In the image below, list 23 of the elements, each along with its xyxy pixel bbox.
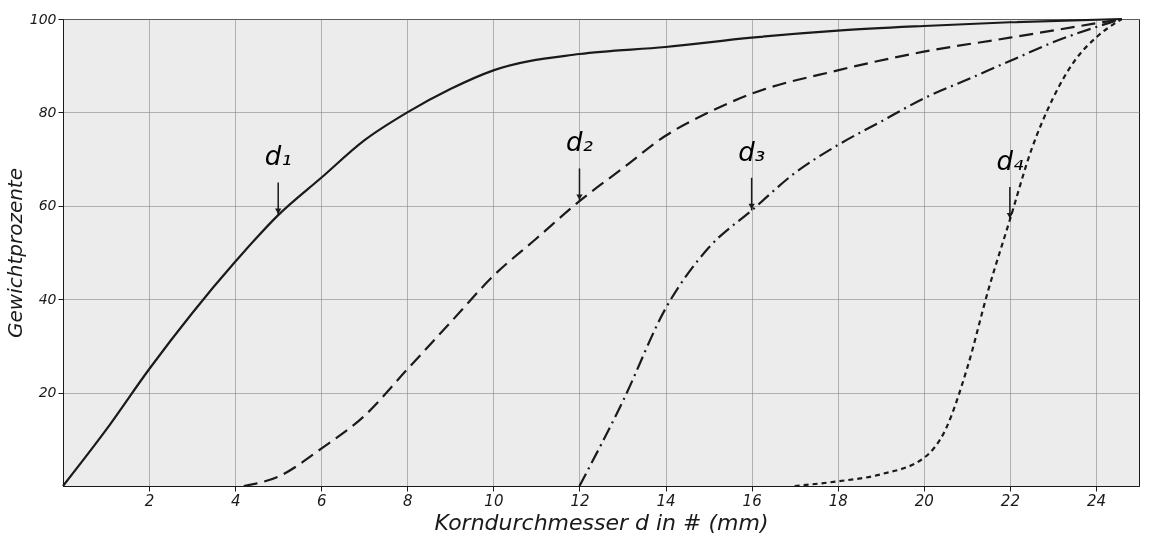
x-tick-label: 22 xyxy=(1000,491,1020,510)
x-tick-label: 8 xyxy=(403,491,413,510)
x-axis-title: Korndurchmesser d in # (mm) xyxy=(434,509,769,535)
y-tick-label: 40 xyxy=(38,290,57,307)
x-tick-label: 16 xyxy=(742,491,762,510)
x-tick-label: 20 xyxy=(914,491,934,510)
x-tick-label: 14 xyxy=(656,491,676,510)
annotation: d₁ xyxy=(264,141,292,172)
x-tick-label: 18 xyxy=(828,491,848,510)
x-tick-label: 24 xyxy=(1086,491,1107,510)
annotation: d₂ xyxy=(566,127,593,158)
y-tick-label: 80 xyxy=(38,103,57,120)
y-tick-label: 60 xyxy=(38,197,57,214)
y-tick-label: 100 xyxy=(29,10,57,27)
y-tick-label: 20 xyxy=(38,384,57,401)
x-tick-label: 12 xyxy=(570,491,590,510)
annotation: d₄ xyxy=(996,146,1024,177)
x-tick-label: 6 xyxy=(316,491,327,510)
x-tick-label: 2 xyxy=(144,491,155,510)
y-axis-title: Gewichtprozente xyxy=(2,167,27,339)
annotation: d₃ xyxy=(738,136,766,167)
x-tick-label: 4 xyxy=(230,491,241,510)
x-tick-label: 10 xyxy=(484,491,504,510)
